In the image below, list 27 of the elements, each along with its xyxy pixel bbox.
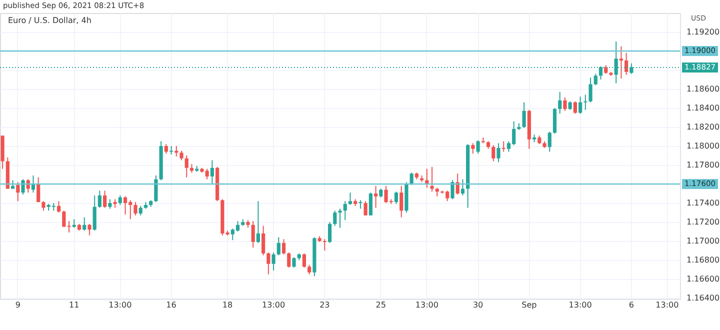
chart-title: Euro / U.S. Dollar, 4h <box>8 16 92 25</box>
x-tick-label: 6 <box>628 300 634 310</box>
y-tick-label: 1.16800 <box>686 256 720 265</box>
x-tick-label: 16 <box>166 300 176 310</box>
x-tick-label: 13:00 <box>108 300 132 310</box>
y-tick-label: 1.18400 <box>686 104 720 113</box>
x-tick-label: 13:00 <box>415 300 438 310</box>
y-tick-label: 1.17800 <box>686 160 720 170</box>
x-tick-label: 18 <box>222 300 233 310</box>
x-tick-label: 30 <box>472 300 484 310</box>
x-tick-label: Sep <box>522 300 537 310</box>
y-tick-label: 1.17000 <box>686 236 720 246</box>
y-tick-label: 1.18200 <box>686 122 720 132</box>
x-tick-label: 9 <box>15 300 20 310</box>
y-tick-label: 1.17200 <box>686 218 720 227</box>
y-tick-label: 1.16600 <box>686 274 720 284</box>
y-tick-label: 1.19200 <box>686 28 720 37</box>
x-tick-label: 13:00 <box>262 300 286 310</box>
y-tick-label: 1.18600 <box>686 84 720 94</box>
y-tick-label: 1.17400 <box>686 198 720 208</box>
x-tick-label: 25 <box>376 300 386 310</box>
y-tick-label: 1.18000 <box>686 142 720 151</box>
y-tick-label: 1.16400 <box>686 294 720 303</box>
x-tick-label: 23 <box>320 300 330 310</box>
x-tick-label: 13:00 <box>656 300 679 310</box>
x-tick-label: 13:00 <box>568 300 592 310</box>
x-tick-label: 11 <box>69 300 80 310</box>
